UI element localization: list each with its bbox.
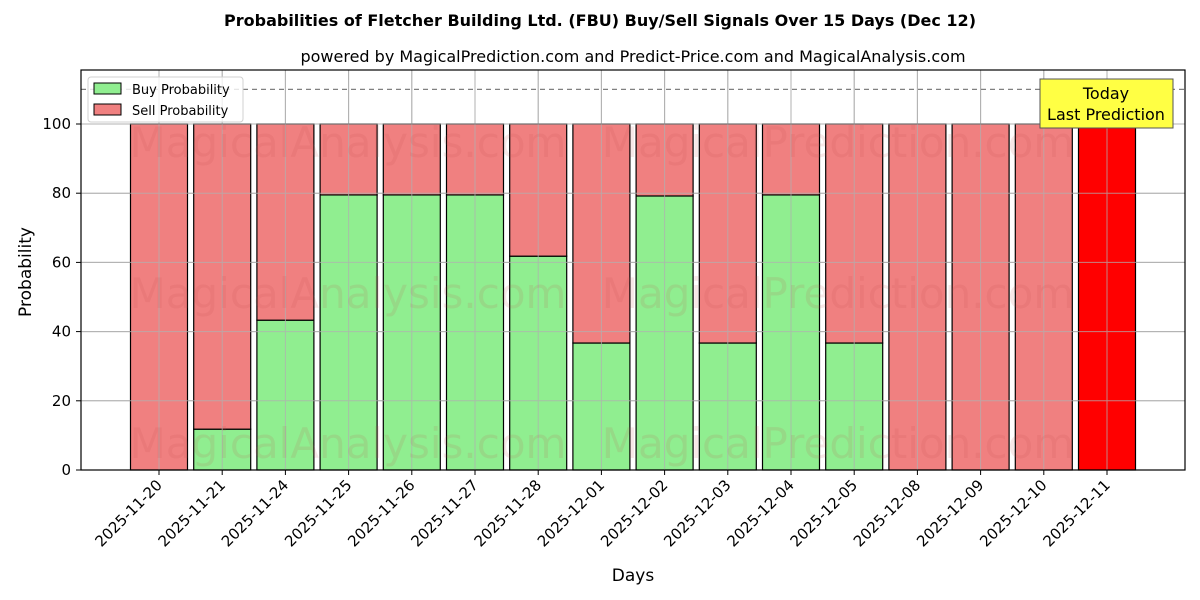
legend-box <box>87 76 244 123</box>
legend-label-sell: Sell Probability <box>132 104 229 119</box>
today-annotation: Today Last Prediction <box>1039 78 1174 129</box>
annotation-today: Today <box>1082 84 1129 103</box>
legend-label-buy: Buy Probability <box>132 83 230 98</box>
y-tick-label: 40 <box>52 323 71 341</box>
watermark-text: MagicalPrediction.com <box>602 269 1075 318</box>
grid-lines-overlay <box>81 70 1185 471</box>
legend-swatch-buy <box>93 82 122 95</box>
x-axis-ticks: 2025-11-202025-11-212025-11-242025-11-25… <box>91 470 1114 550</box>
axes-frame <box>80 69 1186 471</box>
x-tick-label: 2025-12-10 <box>976 476 1050 550</box>
y-axis-ticks: 0 20 40 60 80 100 <box>42 115 81 479</box>
annotation-last-prediction: Last Prediction <box>1047 105 1165 124</box>
x-tick-label: 2025-12-04 <box>723 476 797 550</box>
watermark-text: MagicalAnalysis.com <box>130 419 567 468</box>
y-tick-label: 60 <box>52 253 71 271</box>
x-tick-label: 2025-12-01 <box>534 476 608 550</box>
legend-swatch-sell <box>93 103 122 116</box>
x-tick-label: 2025-12-02 <box>597 476 671 550</box>
watermarks: MagicalAnalysis.com MagicalPrediction.com… <box>130 118 1075 468</box>
x-tick-label: 2025-11-21 <box>155 476 229 550</box>
watermark-text: MagicalAnalysis.com <box>130 118 567 167</box>
x-axis-label: Days <box>612 566 655 586</box>
legend: Buy Probability Sell Probability <box>87 76 244 123</box>
x-tick-label: 2025-11-28 <box>471 476 545 550</box>
x-tick-label: 2025-12-05 <box>787 476 861 550</box>
y-tick-label: 80 <box>52 184 71 202</box>
x-tick-label: 2025-12-09 <box>913 476 987 550</box>
x-tick-label: 2025-11-27 <box>407 476 481 550</box>
plot-area: MagicalAnalysis.com MagicalPrediction.com… <box>42 69 1186 550</box>
x-tick-label: 2025-11-25 <box>281 476 355 550</box>
x-tick-label: 2025-12-03 <box>660 476 734 550</box>
watermark-text: MagicalAnalysis.com <box>130 269 567 318</box>
x-tick-label: 2025-12-11 <box>1039 476 1113 550</box>
y-tick-label: 100 <box>42 115 71 133</box>
watermark-text: MagicalPrediction.com <box>602 419 1075 468</box>
chart-title: Probabilities of Fletcher Building Ltd. … <box>224 11 976 30</box>
x-tick-label: 2025-12-08 <box>850 476 924 550</box>
y-tick-label: 20 <box>52 392 71 410</box>
annotation-box <box>1039 78 1174 129</box>
chart-subtitle: powered by MagicalPrediction.com and Pre… <box>300 47 965 66</box>
y-tick-label: 0 <box>61 461 71 479</box>
x-tick-label: 2025-11-20 <box>91 476 165 550</box>
x-tick-label: 2025-11-24 <box>218 476 292 550</box>
x-tick-label: 2025-11-26 <box>344 476 418 550</box>
y-axis-label: Probability <box>16 227 36 317</box>
watermark-text: MagicalPrediction.com <box>602 118 1075 167</box>
